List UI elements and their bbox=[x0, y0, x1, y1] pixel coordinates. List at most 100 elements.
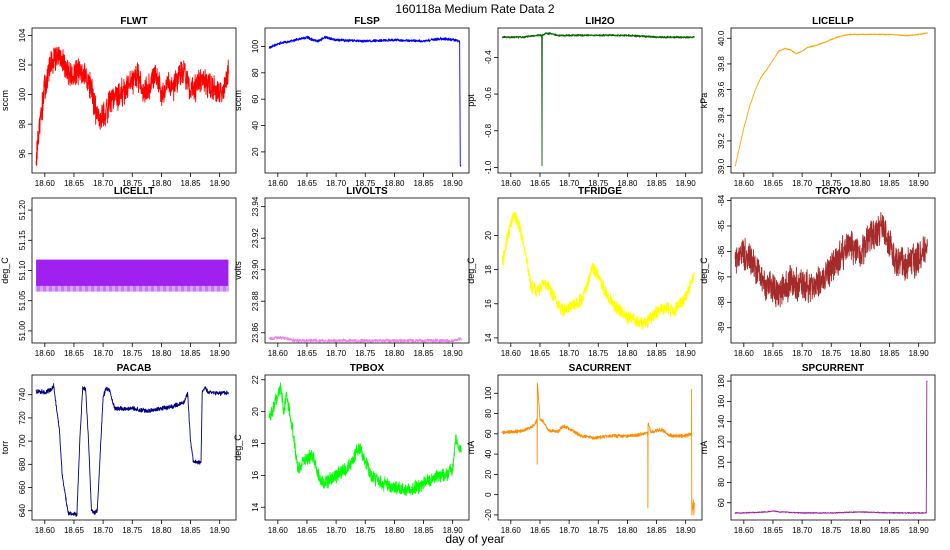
panel-flwt: FLWT sccm 18.60 18.65 18.70 18.75 18.80 18.85 18… bbox=[0, 16, 237, 188]
y-tick-label: 16 bbox=[251, 470, 260, 479]
panel-title: TCRYO bbox=[816, 186, 851, 197]
panel-licellt: LICELLT deg_C 18.60 18.65 18.70 18.75 18.80 18.… bbox=[0, 186, 237, 358]
y-tick-label: 14 bbox=[251, 502, 260, 511]
plot-frame bbox=[264, 374, 470, 521]
y-axis-label: ppt bbox=[466, 94, 476, 107]
panel-licellp: LICELLP kPa 18.60 18.65 18.70 18.75 18.80 18.85… bbox=[699, 16, 936, 188]
y-axis-label: kPa bbox=[699, 93, 709, 109]
series-line bbox=[734, 212, 928, 308]
x-tick-label: 18.80 bbox=[617, 349, 638, 358]
y-tick-label: 39.8 bbox=[717, 56, 726, 72]
y-tick-label: -0.6 bbox=[484, 87, 493, 101]
series-group bbox=[734, 212, 928, 308]
y-tick-label: -0.4 bbox=[484, 50, 493, 64]
y-tick-label: 23.86 bbox=[251, 322, 260, 343]
x-tick-label: 18.60 bbox=[501, 179, 522, 188]
y-tick-label: 100 bbox=[717, 455, 726, 469]
x-tick-label: 18.60 bbox=[501, 526, 522, 535]
panel-title: FLSP bbox=[354, 16, 380, 27]
series-group bbox=[35, 383, 229, 517]
x-tick-label: 18.70 bbox=[792, 349, 813, 358]
x-tick-label: 18.60 bbox=[35, 526, 56, 535]
plot-frame bbox=[31, 374, 237, 521]
y-tick-label: 20 bbox=[484, 469, 493, 478]
x-tick-label: 18.75 bbox=[588, 526, 609, 535]
x-tick-label: 18.60 bbox=[501, 349, 522, 358]
series-line bbox=[268, 335, 462, 343]
x-tick-label: 18.75 bbox=[355, 349, 376, 358]
y-tick-label: 140 bbox=[717, 414, 726, 428]
x-tick-label: 18.85 bbox=[181, 526, 202, 535]
y-tick-label: -0.8 bbox=[484, 123, 493, 137]
x-tick-label: 18.65 bbox=[64, 349, 85, 358]
y-axis-label: sccm bbox=[0, 90, 10, 111]
y-tick-label: 102 bbox=[18, 58, 27, 72]
x-tick-label: 18.65 bbox=[297, 179, 318, 188]
y-axis-label: mA bbox=[699, 441, 709, 455]
y-tick-label: 16 bbox=[484, 299, 493, 308]
x-tick-label: 18.75 bbox=[821, 526, 842, 535]
x-tick-label: 18.80 bbox=[850, 349, 871, 358]
x-tick-label: 18.80 bbox=[384, 179, 405, 188]
x-tick-label: 18.90 bbox=[210, 349, 231, 358]
x-tick-label: 18.70 bbox=[326, 349, 347, 358]
x-tick-label: 18.60 bbox=[734, 179, 755, 188]
series-group bbox=[268, 35, 462, 167]
y-tick-label: 104 bbox=[18, 28, 27, 42]
x-tick-label: 18.60 bbox=[35, 179, 56, 188]
x-tick-label: 18.60 bbox=[268, 349, 289, 358]
x-tick-label: 18.80 bbox=[850, 526, 871, 535]
panel-spcurrent: SPCURRENT mA 18.60 18.65 18.70 18.75 18.80 18.8… bbox=[699, 363, 936, 535]
y-tick-label: 20 bbox=[484, 231, 493, 240]
series-line bbox=[268, 35, 462, 167]
y-tick-label: 23.90 bbox=[251, 259, 260, 280]
panel-sacurrent: SACURRENT mA 18.60 18.65 18.70 18.75 18.80 18.8… bbox=[466, 363, 703, 535]
panel-title: SACURRENT bbox=[569, 363, 632, 374]
y-tick-label: 18 bbox=[484, 265, 493, 274]
y-tick-label: 100 bbox=[251, 39, 260, 53]
y-tick-label: 640 bbox=[18, 504, 27, 518]
y-axis-label: mA bbox=[466, 441, 476, 455]
panel-title: SPCURRENT bbox=[802, 363, 864, 374]
y-tick-label: 60 bbox=[717, 498, 726, 507]
y-tick-label: 39.4 bbox=[717, 107, 726, 123]
series-line bbox=[734, 32, 928, 167]
series-line bbox=[501, 212, 695, 330]
series-group bbox=[501, 212, 695, 330]
x-tick-label: 18.65 bbox=[297, 526, 318, 535]
panel-title: FLWT bbox=[120, 16, 147, 27]
x-tick-label: 18.75 bbox=[355, 526, 376, 535]
y-axis-label: torr bbox=[0, 441, 10, 455]
x-tick-label: 18.75 bbox=[588, 349, 609, 358]
y-tick-label: 40.0 bbox=[717, 30, 726, 46]
series-group bbox=[501, 32, 695, 167]
x-tick-label: 18.90 bbox=[443, 349, 464, 358]
y-tick-label: 100 bbox=[484, 386, 493, 400]
x-tick-label: 18.90 bbox=[909, 179, 930, 188]
series-line bbox=[734, 380, 928, 514]
x-tick-label: 18.65 bbox=[763, 526, 784, 535]
plot-frame bbox=[497, 374, 703, 521]
series-band-edge bbox=[35, 285, 229, 292]
x-tick-label: 18.70 bbox=[326, 526, 347, 535]
y-tick-label: 80 bbox=[717, 477, 726, 486]
panel-title: LIH2O bbox=[585, 16, 615, 27]
series-group bbox=[734, 32, 928, 167]
y-tick-label: -87 bbox=[717, 271, 726, 283]
y-tick-label: 660 bbox=[18, 480, 27, 494]
y-tick-label: 720 bbox=[18, 411, 27, 425]
y-axis-label: volts bbox=[233, 261, 243, 280]
series-group bbox=[501, 382, 695, 516]
y-tick-label: 39.0 bbox=[717, 158, 726, 174]
y-tick-label: -85 bbox=[717, 220, 726, 232]
x-tick-label: 18.80 bbox=[151, 526, 172, 535]
x-tick-label: 18.60 bbox=[268, 526, 289, 535]
x-tick-label: 18.65 bbox=[530, 349, 551, 358]
y-tick-label: -84 bbox=[717, 194, 726, 206]
y-tick-label: 0 bbox=[484, 492, 493, 497]
x-tick-label: 18.80 bbox=[151, 179, 172, 188]
x-tick-label: 18.90 bbox=[676, 526, 697, 535]
y-axis-label: sccm bbox=[233, 90, 243, 111]
y-axis-label: deg_C bbox=[466, 257, 476, 284]
x-tick-label: 18.80 bbox=[617, 526, 638, 535]
